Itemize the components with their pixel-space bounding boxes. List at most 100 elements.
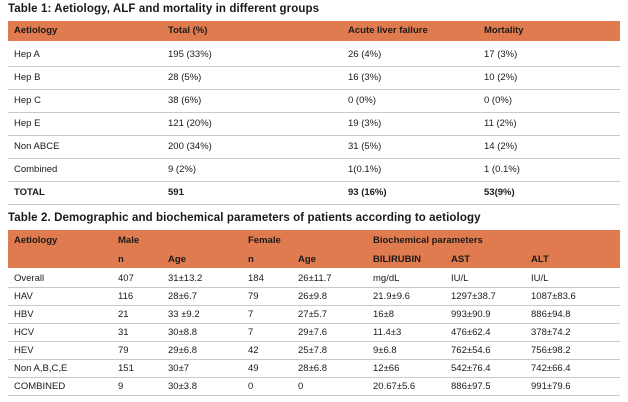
table1-cell: 591 xyxy=(168,187,184,198)
table1-col-mortality: Mortality xyxy=(484,25,524,36)
table2-cell: 33 ±9.2 xyxy=(168,309,200,320)
table2-cell: 991±79.6 xyxy=(531,381,571,392)
table2-row-divider xyxy=(8,287,620,288)
table2-cell: 476±62.4 xyxy=(451,327,491,338)
table1-header-row: Aetiology Total (%) Acute liver failure … xyxy=(8,21,620,41)
table2-sub-ast: AST xyxy=(451,254,470,265)
table1-cell: 53(9%) xyxy=(484,187,515,198)
table1-cell: TOTAL xyxy=(14,187,45,198)
table2-col-aetiology: Aetiology xyxy=(14,235,58,246)
table1-cell: 19 (3%) xyxy=(348,118,382,129)
table1-cell: Combined xyxy=(14,164,58,175)
table1-cell: 1 (0.1%) xyxy=(484,164,520,175)
table1-cell: 0 (0%) xyxy=(348,95,376,106)
table1-cell: 93 (16%) xyxy=(348,187,387,198)
table2-cell: 26±9.8 xyxy=(298,291,327,302)
table1-row-divider xyxy=(8,66,620,67)
table1-cell: 195 (33%) xyxy=(168,49,212,60)
table2-cell: 42 xyxy=(248,345,259,356)
table2-cell: HEV xyxy=(14,345,34,356)
table1-row-divider xyxy=(8,135,620,136)
table2-row-divider xyxy=(8,323,620,324)
table1-cell: Non ABCE xyxy=(14,141,60,152)
table1-col-alf: Acute liver failure xyxy=(348,25,428,36)
table2-cell: Non A,B,C,E xyxy=(14,363,68,374)
table1-cell: 28 (5%) xyxy=(168,72,202,83)
table2-cell: IU/L xyxy=(531,273,549,284)
table1-row-divider xyxy=(8,158,620,159)
table2-cell: 30±3.8 xyxy=(168,381,197,392)
table2-cell: 762±54.6 xyxy=(451,345,491,356)
table1-cell: Hep A xyxy=(14,49,40,60)
table1-cell: 10 (2%) xyxy=(484,72,518,83)
table1-row-divider xyxy=(8,112,620,113)
table2-cell: 79 xyxy=(248,291,259,302)
table2-sub-female-age: Age xyxy=(298,254,316,265)
table2-cell: COMBINED xyxy=(14,381,66,392)
table1-cell: 31 (5%) xyxy=(348,141,382,152)
table1-col-total: Total (%) xyxy=(168,25,208,36)
table2-cell: IU/L xyxy=(451,273,469,284)
table2-cell: HCV xyxy=(14,327,35,338)
table1-cell: 11 (2%) xyxy=(484,118,517,129)
table2-cell: 21.9±9.6 xyxy=(373,291,410,302)
table1-row-divider xyxy=(8,204,620,205)
table1-cell: 200 (34%) xyxy=(168,141,212,152)
table2-cell: 7 xyxy=(248,327,254,338)
table2-cell: mg/dL xyxy=(373,273,400,284)
table2-col-male: Male xyxy=(118,235,140,246)
table2-cell: 993±90.9 xyxy=(451,309,491,320)
table2-cell: 16±8 xyxy=(373,309,395,320)
table2-cell: 11.4±3 xyxy=(373,327,402,338)
table2-cell: 21 xyxy=(118,309,129,320)
table2-cell: 49 xyxy=(248,363,259,374)
table1-cell: Hep C xyxy=(14,95,41,106)
table1-cell: 26 (4%) xyxy=(348,49,382,60)
table2-row-divider xyxy=(8,377,620,378)
table1-cell: 0 (0%) xyxy=(484,95,512,106)
table2-cell: 20.67±5.6 xyxy=(373,381,416,392)
table2-cell: 407 xyxy=(118,273,134,284)
table2-cell: 0 xyxy=(248,381,254,392)
table1-cell: 17 (3%) xyxy=(484,49,518,60)
table2-cell: 378±74.2 xyxy=(531,327,571,338)
table2-cell: 79 xyxy=(118,345,129,356)
table2-cell: 7 xyxy=(248,309,254,320)
table2-cell: 31±13.2 xyxy=(168,273,203,284)
table2-sub-male-n: n xyxy=(118,254,124,265)
table2-cell: 25±7.8 xyxy=(298,345,327,356)
table2-sub-female-n: n xyxy=(248,254,254,265)
table2-cell: 9 xyxy=(118,381,124,392)
table2-cell: HBV xyxy=(14,309,34,320)
table2-cell: 542±76.4 xyxy=(451,363,491,374)
table2-cell: 30±8.8 xyxy=(168,327,197,338)
table2-row-divider xyxy=(8,305,620,306)
table1-cell: 14 (2%) xyxy=(484,141,518,152)
table2-cell: 756±98.2 xyxy=(531,345,571,356)
table1-cell: 16 (3%) xyxy=(348,72,382,83)
table2-cell: 1087±83.6 xyxy=(531,291,576,302)
table2-cell: 12±66 xyxy=(373,363,400,374)
table2-cell: 184 xyxy=(248,273,264,284)
table2-col-female: Female xyxy=(248,235,281,246)
table1-row-divider xyxy=(8,89,620,90)
table2-row-divider xyxy=(8,341,620,342)
table2-sub-bilirubin: BILIRUBIN xyxy=(373,254,422,265)
table1-cell: Hep B xyxy=(14,72,41,83)
table2-cell: 1297±38.7 xyxy=(451,291,496,302)
table2-cell: 26±11.7 xyxy=(298,273,332,284)
table1-cell: 9 (2%) xyxy=(168,164,196,175)
table2-cell: 28±6.7 xyxy=(168,291,197,302)
table2-cell: HAV xyxy=(14,291,33,302)
table1-col-aetiology: Aetiology xyxy=(14,25,58,36)
table2-sub-alt: ALT xyxy=(531,254,549,265)
table1-cell: 1(0.1%) xyxy=(348,164,382,175)
table2-col-biochemical: Biochemical parameters xyxy=(373,235,483,246)
table2-cell: 28±6.8 xyxy=(298,363,327,374)
table1-caption: Table 1: Aetiology, ALF and mortality in… xyxy=(8,3,320,15)
table2-cell: 886±94.8 xyxy=(531,309,571,320)
table2-row-divider xyxy=(8,395,620,396)
table2-cell: Overall xyxy=(14,273,45,284)
table2-cell: 30±7 xyxy=(168,363,190,374)
table1-row-divider xyxy=(8,181,620,182)
